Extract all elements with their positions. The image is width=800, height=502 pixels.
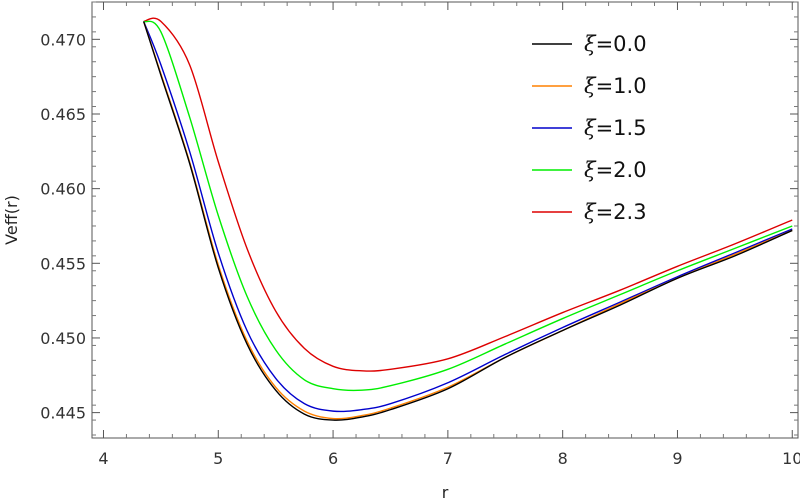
- y-tick-label: 0.460: [40, 180, 86, 199]
- x-tick-label: 7: [443, 449, 453, 468]
- legend-label-0: ξ=0.0: [584, 32, 647, 56]
- y-tick-label: 0.455: [40, 254, 86, 273]
- y-tick-label: 0.465: [40, 105, 86, 124]
- legend-label-4: ξ=2.3: [584, 200, 647, 224]
- series-lines: [142, 17, 793, 421]
- y-tick-label: 0.450: [40, 329, 86, 348]
- y-axis-label: Veff(r): [2, 195, 21, 245]
- legend: ξ=0.0 ξ=1.0 ξ=1.5 ξ=2.0 ξ=2.3: [532, 32, 647, 224]
- axis-ticks: [92, 1, 798, 438]
- x-tick-label: 6: [328, 449, 338, 468]
- y-tick-label: 0.470: [40, 30, 86, 49]
- plot-border: [91, 1, 799, 439]
- series-line-1: [142, 21, 793, 420]
- legend-label-2: ξ=1.5: [584, 116, 647, 140]
- x-tick-label: 10: [782, 449, 800, 468]
- axis-tick-labels: 4 5 6 7 8 9 10 0.445 0.450 0.455 0.460 0.465 0.470: [40, 30, 800, 468]
- series-line-3: [143, 20, 793, 392]
- series-line-0: [142, 21, 793, 421]
- y-tick-label: 0.445: [40, 404, 86, 423]
- x-axis-label: r: [442, 483, 449, 502]
- x-tick-label: 8: [558, 449, 568, 468]
- series-line-4: [143, 17, 793, 372]
- legend-label-3: ξ=2.0: [584, 158, 647, 182]
- series-line-2: [143, 21, 793, 413]
- x-tick-label: 5: [213, 449, 223, 468]
- legend-label-1: ξ=1.0: [584, 74, 647, 98]
- x-tick-label: 9: [672, 449, 682, 468]
- plot-frame: [91, 1, 799, 439]
- x-tick-label: 4: [98, 449, 108, 468]
